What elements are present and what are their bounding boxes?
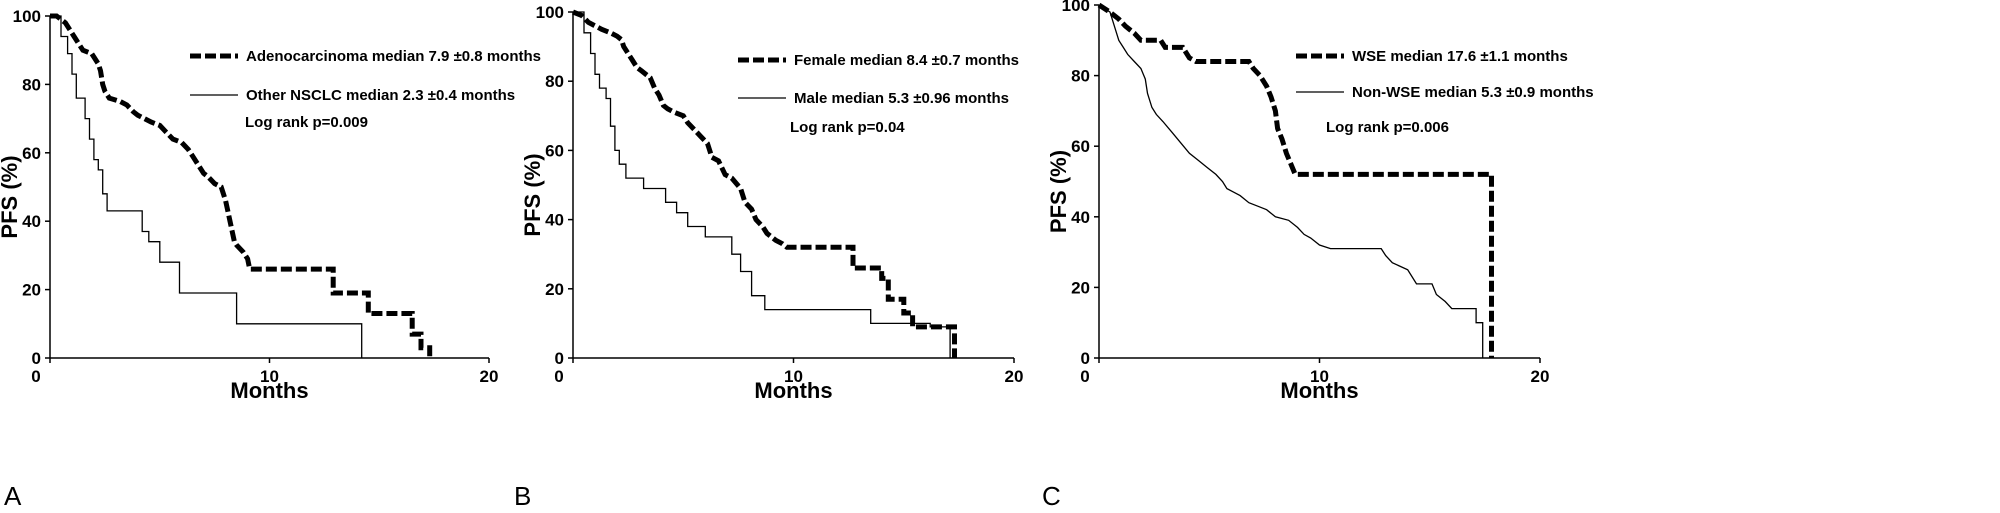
series-line-solid: [573, 11, 951, 358]
series-line-solid: [50, 15, 363, 358]
y-tick-label: 0: [555, 349, 564, 368]
legend-label: Adenocarcinoma median 7.9 ±0.8 months: [246, 48, 541, 65]
x-axis-title: Months: [1280, 378, 1358, 403]
y-tick-label: 40: [545, 211, 564, 230]
x-tick-label: 10: [1310, 367, 1329, 386]
y-tick-label: 20: [1071, 278, 1090, 297]
x-axis-title: Months: [754, 378, 832, 403]
y-tick-label: 40: [1071, 208, 1090, 227]
panel-letter: A: [4, 481, 22, 511]
panel-letter: C: [1042, 481, 1061, 511]
y-tick-label: 20: [545, 280, 564, 299]
y-axis-title: PFS (%): [0, 155, 22, 238]
y-tick-label: 60: [22, 144, 41, 163]
series-line-dashed: [572, 9, 957, 358]
series-line-solid: [1098, 4, 1484, 358]
log-rank-annotation: Log rank p=0.04: [790, 119, 905, 136]
series-line-dashed: [1097, 2, 1494, 358]
x-tick-label: 20: [1005, 367, 1024, 386]
y-tick-label: 20: [22, 281, 41, 300]
legend-label: Other NSCLC median 2.3 ±0.4 months: [246, 87, 515, 104]
legend-label: Male median 5.3 ±0.96 months: [794, 90, 1009, 107]
y-tick-label: 100: [13, 7, 41, 26]
y-tick-label: 100: [1062, 0, 1090, 15]
x-tick-label: 20: [480, 367, 499, 386]
y-tick-label: 80: [1071, 67, 1090, 86]
legend-label: Female median 8.4 ±0.7 months: [794, 52, 1019, 69]
series-line-dashed: [50, 13, 433, 358]
y-tick-label: 0: [32, 349, 41, 368]
x-tick-label: 0: [31, 367, 40, 386]
x-tick-label: 10: [260, 367, 279, 386]
log-rank-annotation: Log rank p=0.006: [1326, 119, 1449, 136]
y-axis-title: PFS (%): [1046, 150, 1071, 233]
y-tick-label: 80: [545, 72, 564, 91]
y-tick-label: 60: [1071, 137, 1090, 156]
x-axis-title: Months: [230, 378, 308, 403]
x-tick-label: 10: [784, 367, 803, 386]
x-tick-label: 0: [554, 367, 563, 386]
chart-panel-c: 0 20 40 60 80 100 0 10 20 Months PFS (%) C WSE media…: [1042, 0, 1594, 511]
legend-label: Non-WSE median 5.3 ±0.9 months: [1352, 84, 1594, 101]
y-axis-title: PFS (%): [520, 153, 545, 236]
log-rank-annotation: Log rank p=0.009: [245, 114, 368, 131]
chart-panel-a: 0 20 40 60 80 100 0 10 20 Months PFS (%) A Adenocarc…: [0, 7, 541, 511]
legend-label: WSE median 17.6 ±1.1 months: [1352, 48, 1568, 65]
x-tick-label: 20: [1531, 367, 1550, 386]
y-tick-label: 100: [536, 3, 564, 22]
y-tick-label: 40: [22, 212, 41, 231]
y-tick-label: 0: [1081, 349, 1090, 368]
y-tick-label: 80: [22, 75, 41, 94]
x-tick-label: 0: [1080, 367, 1089, 386]
panel-letter: B: [514, 481, 531, 511]
y-tick-label: 60: [545, 141, 564, 160]
chart-panel-b: 0 20 40 60 80 100 0 10 20 Months PFS (%) B Female me…: [514, 3, 1023, 511]
